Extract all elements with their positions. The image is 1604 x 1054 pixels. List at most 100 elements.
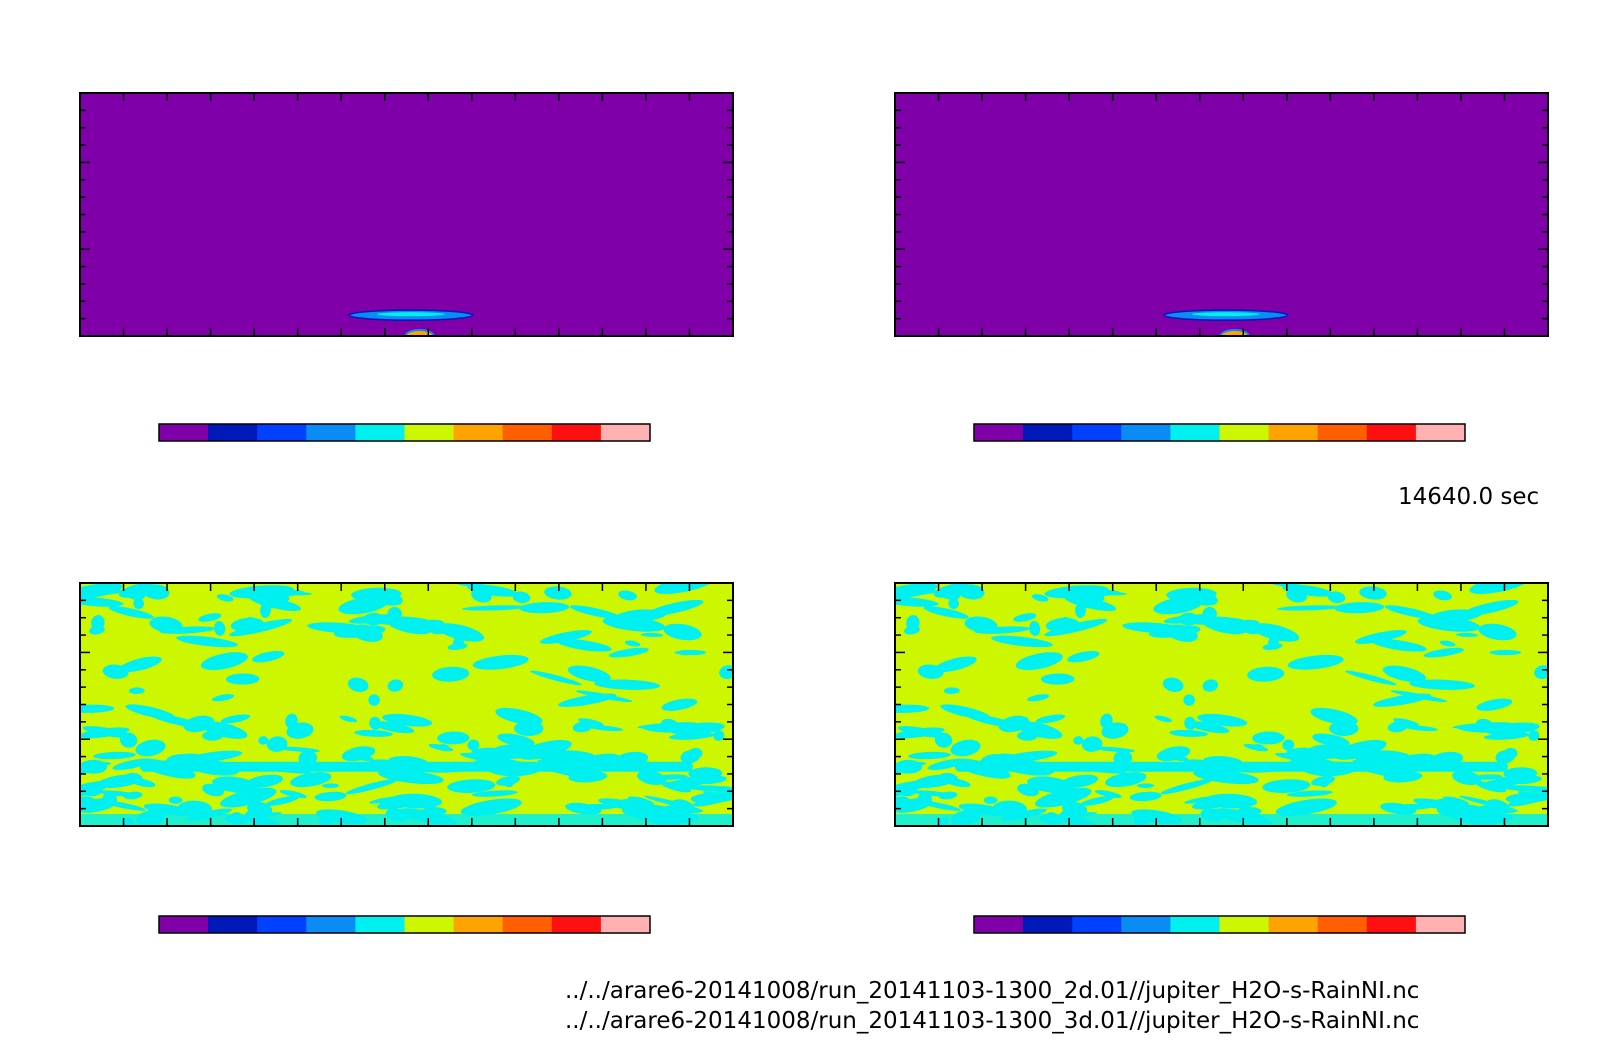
field-patch [685,785,733,793]
colorbar-swatch [600,916,651,933]
field-patch [649,803,685,815]
field-patch [252,650,285,663]
colorbar-swatch [1317,424,1368,441]
field-patch [314,791,347,802]
field-patch [702,791,733,801]
colorbar-swatch [1170,916,1220,933]
field-patch [1094,789,1122,798]
field-patch [339,715,358,723]
field-patch [357,755,374,762]
field-patch [934,656,977,673]
field-patch [660,718,679,732]
field-patch [1455,632,1479,637]
field-patch [908,751,951,760]
field-patch [1390,690,1448,703]
field-patch [1027,776,1074,794]
field-patch [369,716,381,730]
field-patch [654,583,716,594]
field-patch [1310,707,1358,725]
field-patch [518,739,572,760]
colorbar-swatch [502,424,553,441]
field-background [895,93,1548,336]
field-patch [1461,599,1519,616]
colorbar-frame [158,915,651,934]
panel-tl [79,92,734,442]
field-patch [471,790,518,797]
field-patch [80,704,115,713]
colorbar-swatch [551,916,602,933]
colorbar-swatch [453,424,504,441]
field-patch [182,753,206,760]
colorbar-swatch [306,916,356,933]
field-patch [143,803,193,816]
field-patch [80,796,96,810]
field-patch [1184,796,1215,804]
field-patch [1403,725,1438,732]
field-patch [668,732,715,740]
field-patch [1193,769,1259,785]
field-band [955,761,1508,772]
colorbar-swatch [1170,424,1220,441]
field-patch [661,698,698,711]
field-patch [624,640,641,647]
field-patch [1067,650,1100,663]
field-patch [200,652,248,671]
field-patch [913,798,925,804]
field-patch [1169,729,1208,737]
field-patch [896,784,918,797]
field-patch [436,623,485,642]
field-patch [577,718,604,727]
field-patch [369,796,400,804]
colorbar-swatch [1415,424,1466,441]
field-patch [615,798,632,806]
colorbar-swatch [355,424,405,441]
colorbar-swatch [551,424,602,441]
field-patch [1382,665,1426,683]
field-patch [176,635,238,648]
colorbar-frame [973,915,1466,934]
colorbar-swatch [1268,916,1319,933]
colorbar-swatch [1219,916,1270,933]
field-patch [1074,590,1127,596]
field-background [80,93,733,336]
field-patch [1495,749,1515,764]
colorbar-swatch [600,424,651,441]
colorbar-swatch [1366,424,1417,441]
colorbar-swatch [355,916,405,933]
field-patch [347,677,369,692]
field-patch [214,620,226,636]
field-patch [1409,679,1476,690]
field-patch [1247,666,1285,682]
field-patch [1452,770,1482,786]
heatmap-field [895,93,1548,336]
field-patch [259,590,312,596]
field-patch [1384,803,1434,811]
field-patch [1029,620,1041,636]
field-patch [82,726,133,738]
field-patch [1384,605,1437,619]
colorbar-swatch [404,424,455,441]
field-patch [588,725,623,732]
field-patch [123,587,146,600]
field-patch [1528,730,1540,741]
field-patch [230,617,264,632]
field-patch [376,794,429,810]
field-patch [462,605,526,611]
field-patch [948,598,960,610]
colorbar [973,915,1466,934]
field-patch [1044,618,1108,637]
field-patch [348,614,397,624]
heatmap-field [80,93,733,336]
field-patch [1333,739,1387,760]
field-patch [1035,714,1066,724]
field-patch [958,584,985,600]
field-patch [1040,673,1075,685]
field-patch [1105,772,1147,788]
field-patch [1013,613,1037,622]
field-patch [460,798,522,816]
field-patch [530,670,582,686]
field-patch [1100,713,1113,729]
field-patch [1191,794,1244,810]
field-patch [1476,698,1513,711]
field-patch [354,729,393,737]
